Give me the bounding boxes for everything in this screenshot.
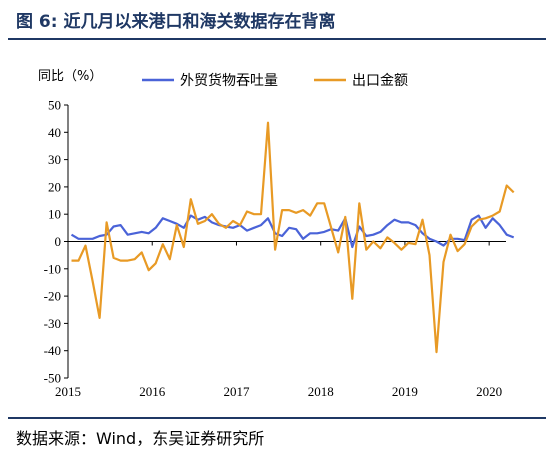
legend-label-1: 外贸货物吞吐量	[180, 72, 278, 89]
series-line-2	[71, 121, 515, 354]
y-tick-label: 40	[48, 125, 61, 140]
y-tick-label: -50	[44, 371, 61, 386]
series-layer	[70, 121, 515, 354]
y-tick-label: 50	[48, 98, 61, 113]
y-tick-label: 0	[55, 234, 62, 249]
x-tick-label: 2017	[223, 384, 250, 399]
y-tick-label: -20	[44, 289, 61, 304]
title-divider	[8, 38, 546, 40]
y-tick-label: -10	[44, 261, 61, 276]
footer-divider	[8, 417, 546, 419]
x-tick-label: 2020	[476, 384, 502, 399]
y-tick-label: -40	[44, 343, 61, 358]
y-unit-label: 同比（%）	[38, 69, 102, 84]
y-tick-label: 10	[48, 207, 61, 222]
y-tick-label: -30	[44, 316, 61, 331]
y-tick-label: 20	[48, 179, 61, 194]
x-tick-label: 2016	[139, 384, 166, 399]
x-tick-label: 2018	[308, 384, 334, 399]
x-tick-label: 2019	[392, 384, 418, 399]
y-tick-label: 30	[48, 152, 61, 167]
source-note: 数据来源：Wind，东吴证券研究所	[16, 429, 265, 448]
x-tick-label: 2015	[55, 384, 81, 399]
chart-title: 图 6: 近几月以来港口和海关数据存在背离	[16, 12, 336, 32]
title-bar: 图 6: 近几月以来港口和海关数据存在背离	[0, 0, 554, 38]
chart-legend: 外贸货物吞吐量 出口金额	[142, 72, 408, 89]
legend-label-2: 出口金额	[352, 73, 408, 89]
series-line-1	[70, 214, 515, 249]
